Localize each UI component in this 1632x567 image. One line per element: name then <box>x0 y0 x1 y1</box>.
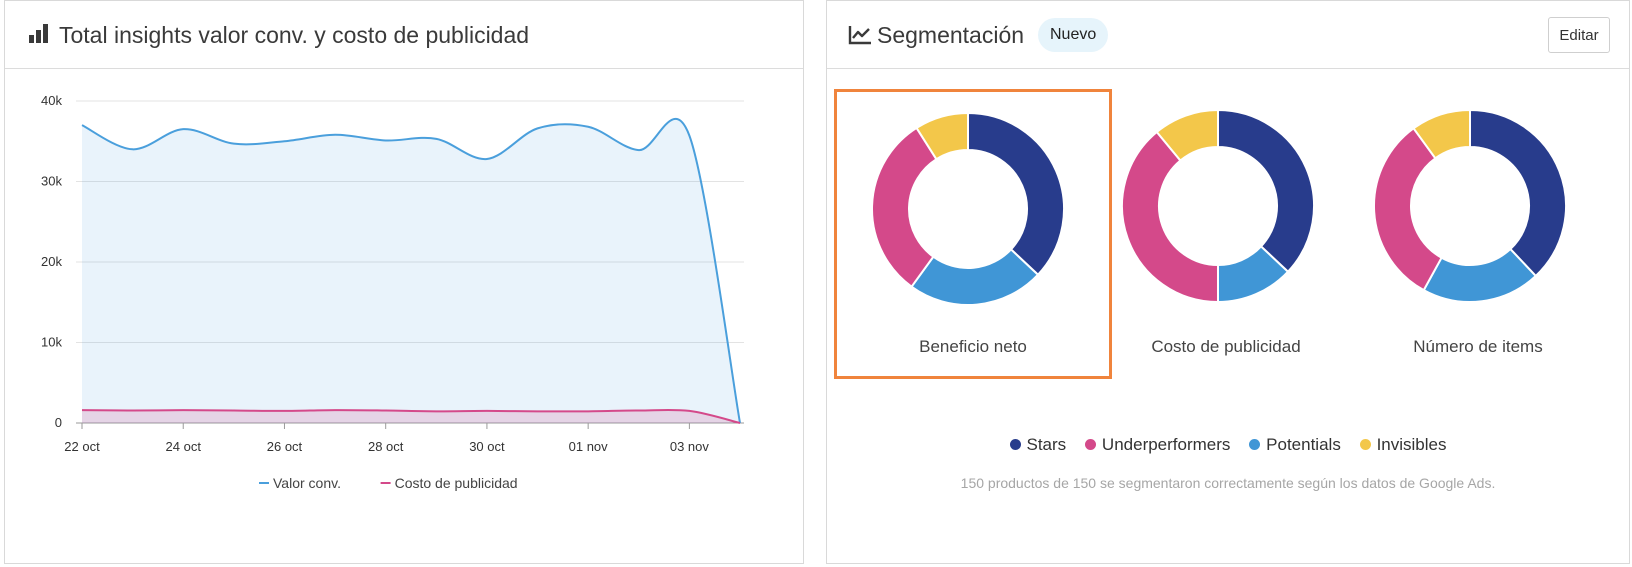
insights-panel-title: Total insights valor conv. y costo de pu… <box>59 22 530 48</box>
series-area <box>82 118 740 424</box>
x-tick-label: 26 oct <box>267 439 303 454</box>
x-tick-label: 28 oct <box>368 439 404 454</box>
donut-slice-invisibles[interactable] <box>1412 108 1471 160</box>
chart-legend-label[interactable]: Costo de publicidad <box>395 475 518 491</box>
donut-slice-stars[interactable] <box>967 111 1065 277</box>
legend-item-invisibles[interactable]: Invisibles <box>1359 435 1447 455</box>
donut-slice-stars[interactable] <box>1469 108 1567 278</box>
donut-slice-underperformers[interactable] <box>1373 126 1443 292</box>
y-tick-label: 20k <box>41 254 62 269</box>
donut-chart-costo-de-publicidad <box>1121 108 1315 304</box>
x-tick-label: 01 nov <box>569 439 609 454</box>
insights-panel: Total insights valor conv. y costo de pu… <box>4 0 804 564</box>
series-area <box>82 409 740 423</box>
new-badge: Nuevo <box>1038 18 1109 52</box>
donut-card-costo-de-publicidad[interactable]: Costo de publicidad <box>1087 89 1365 379</box>
x-tick-label: 30 oct <box>469 439 505 454</box>
donut-chart-numero-de-items <box>1373 108 1567 303</box>
legend-item-underperformers[interactable]: Underperformers <box>1084 435 1231 455</box>
segmentation-panel-title: Segmentación <box>877 22 1025 48</box>
legend-label: Invisibles <box>1376 435 1447 454</box>
insights-area-chart: 0 10k 20k 30k 40k 22 oct 24 oct 26 oct 28 oct 30 … <box>41 93 744 491</box>
legend-dot <box>1359 439 1371 450</box>
y-tick-label: 10k <box>41 335 62 350</box>
legend-dot <box>1009 439 1021 450</box>
donut-label: Beneficio neto <box>919 337 1027 356</box>
y-tick-label: 40k <box>41 93 62 108</box>
donut-card-numero-de-items[interactable]: Número de items <box>1339 89 1617 379</box>
donut-slice-underperformers[interactable] <box>871 126 938 289</box>
segmentation-panel: Segmentación Nuevo Editar Beneficio neto… <box>826 0 1630 564</box>
x-tick-label: 22 oct <box>64 439 100 454</box>
segmentation-panel-header: Segmentación Nuevo Editar <box>827 1 1629 69</box>
donut-slice-stars[interactable] <box>1217 108 1315 274</box>
legend-label: Underperformers <box>1101 435 1231 454</box>
donut-label: Número de items <box>1413 337 1543 356</box>
donut-chart-beneficio-neto <box>871 111 1065 306</box>
series-line <box>81 408 741 424</box>
line-chart-icon <box>848 26 871 45</box>
x-tick-label: 03 nov <box>670 439 710 454</box>
legend-dot <box>1084 439 1096 450</box>
y-tick-label: 0 <box>55 415 62 430</box>
bar-chart-icon <box>29 24 48 43</box>
insights-panel-header: Total insights valor conv. y costo de pu… <box>5 1 803 69</box>
x-tick-label: 24 oct <box>166 439 202 454</box>
legend-dot <box>1249 439 1261 450</box>
segment-legend: Stars Underperformers Potentials Invisib… <box>827 435 1629 455</box>
donut-slice-invisibles[interactable] <box>915 111 969 161</box>
legend-item-stars[interactable]: Stars <box>1009 435 1067 455</box>
segmentation-note: 150 productos de 150 se segmentaron corr… <box>960 475 1496 491</box>
y-tick-label: 30k <box>41 174 62 189</box>
donut-label: Costo de publicidad <box>1151 337 1301 356</box>
donut-card-beneficio-neto[interactable]: Beneficio neto <box>834 89 1112 379</box>
donut-slice-underperformers[interactable] <box>1121 130 1219 304</box>
donut-slice-invisibles[interactable] <box>1155 108 1219 162</box>
legend-label: Stars <box>1026 435 1067 454</box>
legend-label: Potentials <box>1266 435 1341 454</box>
edit-button[interactable]: Editar <box>1548 17 1610 53</box>
legend-item-potentials[interactable]: Potentials <box>1249 435 1341 455</box>
chart-legend-label[interactable]: Valor conv. <box>273 475 341 491</box>
series-line <box>81 117 741 424</box>
